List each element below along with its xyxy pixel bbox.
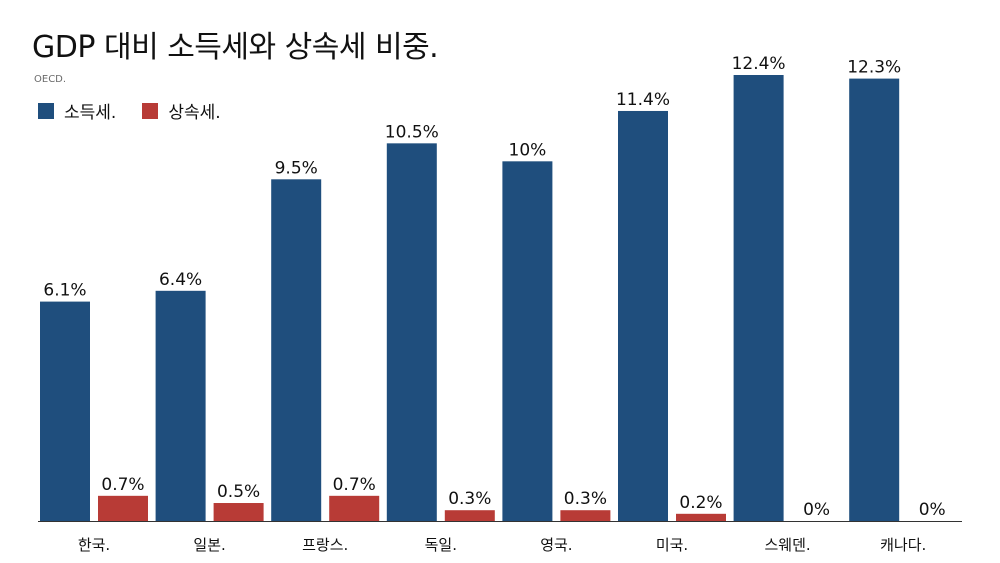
legend-item-income-tax: 소득세. [38,98,116,123]
bar-inheritance-tax [98,495,148,521]
bar-income-tax [386,143,437,521]
data-label-income-tax: 11.4% [616,90,670,110]
bar-inheritance-tax [329,495,380,521]
x-tick-label: 독일. [425,536,457,554]
bar-income-tax [155,290,206,521]
legend-item-inheritance-tax: 상속세. [142,98,221,123]
chart-title: GDP 대비 소득세와 상속세 비중. [32,30,439,65]
bar-income-tax [40,301,90,521]
x-tick-label: 미국. [656,536,688,554]
data-label-inheritance-tax: 0.7% [101,475,144,495]
data-label-income-tax: 6.4% [159,270,202,290]
bar-inheritance-tax [676,513,726,521]
legend-label-income-tax: 소득세. [64,103,117,123]
bar-income-tax [502,161,553,522]
legend-swatch-inheritance-tax [142,102,159,119]
x-tick-label: 일본. [193,536,225,554]
data-label-income-tax: 9.5% [275,158,318,178]
bar-income-tax [733,75,784,521]
bar-inheritance-tax [213,503,264,521]
bar-inheritance-tax [444,510,495,521]
data-label-inheritance-tax: 0.5% [217,482,260,502]
data-label-income-tax: 12.3% [847,58,901,78]
x-tick-label: 영국. [540,536,572,554]
data-label-inheritance-tax: 0% [919,500,946,520]
bar-inheritance-tax [560,510,611,521]
legend-label-inheritance-tax: 상속세. [168,103,221,123]
data-label-inheritance-tax: 0.7% [333,475,376,495]
data-label-income-tax: 10% [509,140,547,160]
x-tick-label: 한국. [78,536,110,554]
x-tick-label: 스웨덴. [765,536,811,554]
legend-swatch-income-tax [38,102,54,119]
source-note: OECD. [34,74,67,85]
bar-income-tax [849,78,900,521]
data-label-inheritance-tax: 0.3% [564,489,607,509]
legend: 소득세. 상속세. [38,98,221,123]
data-label-inheritance-tax: 0.2% [679,493,722,513]
bar-income-tax [271,179,322,521]
x-tick-label: 프랑스. [302,536,348,554]
data-label-income-tax: 12.4% [732,54,786,74]
data-label-inheritance-tax: 0.3% [448,489,491,509]
data-label-inheritance-tax: 0% [803,500,830,520]
data-label-income-tax: 6.1% [43,281,86,301]
x-tick-label: 캐나다. [880,536,926,554]
data-label-income-tax: 10.5% [385,122,439,142]
bar-income-tax [618,110,668,521]
